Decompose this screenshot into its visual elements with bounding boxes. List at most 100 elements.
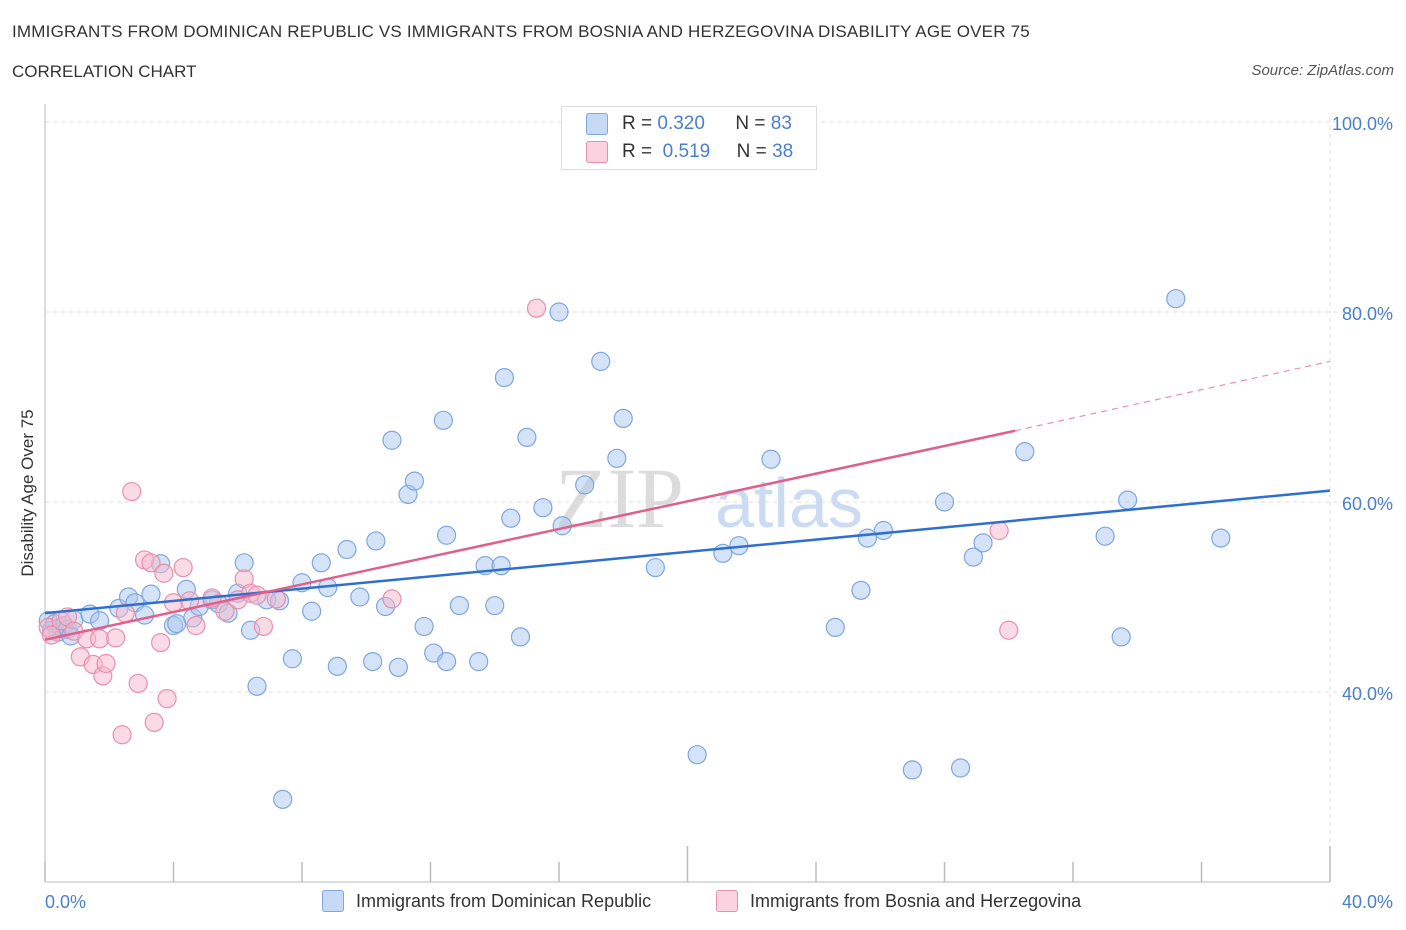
point-bosnia [122, 481, 142, 502]
point-bosnia [989, 520, 1009, 541]
point-dominican [337, 539, 357, 560]
point-dominican [436, 651, 457, 672]
bottom-legend-swatch-pink [716, 890, 738, 912]
axes [44, 104, 1331, 883]
point-dominican [1015, 442, 1035, 462]
legend-n-label: N = [735, 113, 766, 134]
bottom-legend-label: Immigrants from Bosnia and Herzegovina [750, 890, 1082, 911]
legend-n-value: 38 [772, 141, 794, 162]
point-dominican [311, 553, 331, 573]
point-bosnia [154, 563, 174, 583]
chart-title: IMMIGRANTS FROM DOMINICAN REPUBLIC VS IM… [12, 22, 1030, 41]
point-dominican [1211, 528, 1231, 548]
point-dominican [825, 617, 845, 638]
bottom-legend-swatch-blue [322, 890, 344, 912]
trend-lines [44, 360, 1331, 641]
x-tick-label-max: 40.0% [1342, 892, 1393, 912]
legend-r-label: R = [622, 141, 653, 162]
point-dominican [449, 595, 470, 616]
point-dominican [302, 601, 322, 621]
point-dominican [382, 430, 402, 450]
point-dominican [1166, 289, 1186, 309]
legend-box: R = 0.320 N = 83 R = 0.519 N = 38 [561, 106, 817, 170]
point-dominican [234, 553, 254, 573]
point-dominican [433, 410, 453, 430]
point-dominican [273, 789, 293, 809]
point-dominican [510, 627, 531, 647]
point-dominican [469, 651, 489, 672]
point-dominican [134, 605, 155, 625]
point-dominican [645, 557, 665, 578]
point-dominican [517, 427, 537, 447]
x-tick-label-min: 0.0% [45, 892, 86, 912]
legend-r-label: R = [622, 113, 653, 134]
point-dominican [247, 676, 267, 696]
y-tick-label: 100.0% [1332, 114, 1393, 134]
point-bosnia [382, 589, 402, 609]
point-dominican [873, 520, 894, 541]
point-bosnia [151, 632, 171, 653]
point-bosnia [253, 616, 274, 637]
point-dominican [613, 408, 633, 428]
point-bosnia [90, 629, 110, 649]
point-bosnia [96, 653, 116, 674]
point-dominican [687, 745, 707, 765]
legend-swatch-blue [586, 113, 608, 135]
legend-r-value: 0.519 [662, 141, 711, 162]
y-tick-label: 60.0% [1342, 494, 1393, 514]
point-dominican [549, 302, 569, 322]
point-dominican [857, 528, 878, 548]
point-dominican [366, 531, 386, 551]
point-bosnia [173, 557, 193, 578]
legend-row-bosnia: R = 0.519 N = 38 [586, 139, 793, 165]
point-dominican [485, 595, 505, 616]
point-dominican [414, 616, 434, 637]
point-bosnia [157, 689, 177, 709]
point-dominican [404, 471, 425, 491]
tick-labels: 40.0% 60.0% 80.0% 100.0% [1332, 114, 1393, 704]
point-dominican [575, 475, 595, 495]
legend-r-value: 0.320 [657, 113, 705, 134]
point-dominican [501, 508, 521, 528]
point-dominican [350, 587, 370, 607]
watermark-atlas: atlas [715, 464, 863, 542]
point-dominican [363, 651, 383, 672]
y-tick-label: 40.0% [1342, 684, 1393, 704]
point-dominican [282, 649, 302, 669]
legend-swatch-pink [586, 141, 608, 163]
bottom-legend-label: Immigrants from Dominican Republic [356, 890, 652, 911]
point-dominican [1118, 490, 1138, 510]
point-bosnia [144, 712, 164, 733]
y-axis-label: Disability Age Over 75 [18, 409, 37, 576]
point-dominican [607, 448, 627, 468]
point-dominican [950, 758, 971, 778]
point-dominican [327, 656, 347, 676]
point-dominican [851, 580, 871, 600]
watermark: ZIP atlas [555, 450, 863, 546]
point-dominican [167, 613, 187, 634]
point-dominican [494, 367, 514, 388]
legend-n-label: N = [736, 141, 767, 162]
trend-line [44, 429, 1016, 641]
point-dominican [491, 556, 511, 576]
point-dominican [533, 498, 553, 518]
point-dominican [934, 492, 955, 512]
trend-line-extension [1015, 360, 1331, 432]
point-dominican [1095, 526, 1115, 546]
point-dominican [761, 449, 781, 469]
point-dominican [388, 657, 408, 677]
point-dominican [963, 547, 984, 567]
source-credit: Source: ZipAtlas.com [1251, 62, 1394, 79]
legend-row-dominican: R = 0.320 N = 83 [586, 111, 792, 137]
point-bosnia [186, 615, 206, 636]
trend-line [44, 489, 1331, 615]
point-bosnia [141, 553, 161, 573]
y-tick-label: 80.0% [1342, 304, 1393, 324]
point-bosnia [128, 673, 148, 694]
data-points [38, 289, 1231, 809]
point-bosnia [526, 298, 547, 318]
chart-subtitle: CORRELATION CHART [12, 62, 197, 81]
point-dominican [902, 760, 922, 780]
bottom-legend-bosnia: Immigrants from Bosnia and Herzegovina [716, 888, 1081, 914]
